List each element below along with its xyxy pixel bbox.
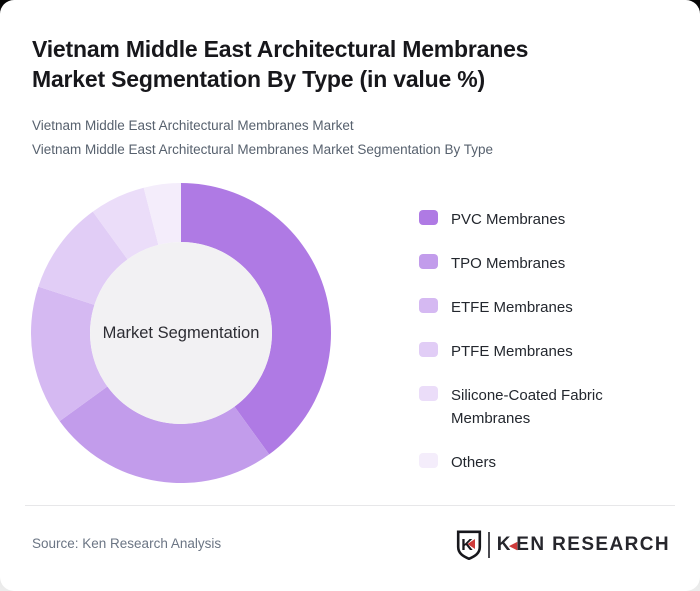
logo-divider-bar	[487, 532, 490, 558]
legend-item-5[interactable]: Others	[419, 451, 669, 474]
legend-item-0[interactable]: PVC Membranes	[419, 208, 669, 231]
donut-inner-circle	[90, 242, 272, 424]
chart-subtitles: Vietnam Middle East Architectural Membra…	[32, 114, 652, 162]
legend-swatch-icon	[419, 298, 438, 313]
legend-swatch-icon	[419, 386, 438, 401]
footer-divider	[25, 505, 675, 506]
svg-text:K: K	[461, 537, 473, 554]
donut-segment-2[interactable]	[31, 286, 108, 422]
legend-label: TPO Membranes	[451, 255, 566, 272]
donut-segment-1[interactable]	[59, 386, 270, 483]
legend-item-4[interactable]: Silicone-Coated Fabric Membranes	[419, 384, 669, 430]
page-title: Vietnam Middle East Architectural Membra…	[32, 36, 529, 93]
legend-item-2[interactable]: ETFE Membranes	[419, 296, 669, 319]
red-triangle-icon: ◀	[508, 539, 518, 552]
legend-item-3[interactable]: PTFE Membranes	[419, 340, 669, 363]
legend-label: Silicone-Coated Fabric Membranes	[451, 387, 603, 427]
donut-segment-3[interactable]	[38, 211, 128, 305]
shield-k-icon: K	[456, 530, 481, 560]
legend-swatch-icon	[419, 210, 438, 225]
subtitle-line-2: Vietnam Middle East Architectural Membra…	[32, 142, 493, 157]
legend-label: Others	[451, 454, 497, 471]
legend-label: PTFE Membranes	[451, 343, 573, 360]
chart-legend: PVC Membranes TPO Membranes ETFE Membranes…	[419, 208, 669, 495]
donut-segment-4[interactable]	[92, 187, 159, 260]
legend-label: PVC Membranes	[451, 211, 566, 228]
ken-research-logo: K K◀EN RESEARCH	[456, 528, 670, 562]
donut-svg	[31, 183, 331, 483]
legend-label: ETFE Membranes	[451, 299, 573, 316]
legend-swatch-icon	[419, 342, 438, 357]
donut-segment-0[interactable]	[181, 183, 331, 455]
legend-swatch-icon	[419, 453, 438, 468]
legend-swatch-icon	[419, 254, 438, 269]
logo-wordmark-k: K	[496, 534, 512, 555]
subtitle-line-1: Vietnam Middle East Architectural Membra…	[32, 118, 354, 133]
logo-wordmark-rest: EN RESEARCH	[516, 534, 670, 555]
legend-item-1[interactable]: TPO Membranes	[419, 252, 669, 275]
donut-segment-5[interactable]	[143, 183, 181, 245]
donut-chart	[31, 183, 331, 483]
source-text: Source: Ken Research Analysis	[32, 536, 222, 551]
logo-wordmark: K◀EN RESEARCH	[497, 534, 670, 556]
